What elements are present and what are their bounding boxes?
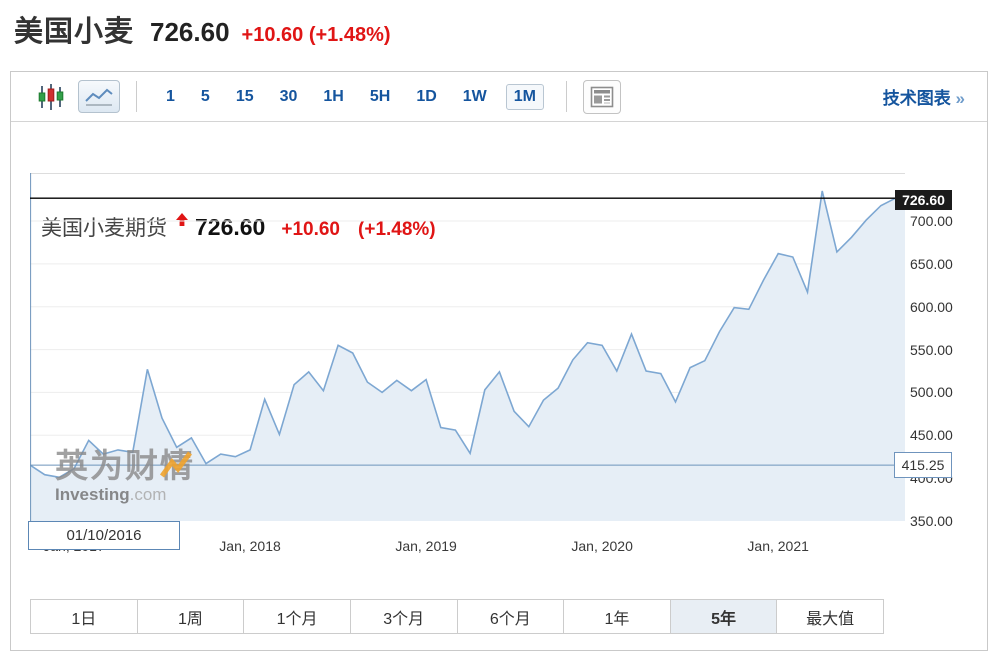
chart-header: 美国小麦期货 726.60 +10.60 (+1.48%) — [41, 212, 436, 242]
chevron-right-icon: » — [955, 89, 965, 108]
toolbar-separator — [136, 81, 137, 112]
chart-toolbar: 1 5 15 30 1H 5H 1D 1W 1M 技术图表 » — [11, 72, 987, 122]
range-button-1周[interactable]: 1周 — [137, 600, 245, 633]
interval-5[interactable]: 5 — [200, 87, 210, 105]
interval-1M[interactable]: 1M — [505, 83, 544, 110]
line-chart-icon[interactable] — [78, 80, 120, 113]
interval-list: 1 5 15 30 1H 5H 1D 1W 1M — [153, 83, 550, 110]
instrument-title: 美国小麦 — [14, 16, 135, 48]
range-button-最大值[interactable]: 最大值 — [777, 600, 883, 633]
crosshair-value-label: 415.25 — [894, 452, 952, 478]
x-tick-Jan-2021: Jan, 2021 — [747, 538, 809, 554]
chart-change-percent: (+1.48%) — [358, 219, 436, 240]
current-price-badge: 726.60 — [895, 190, 952, 210]
range-button-3个月[interactable]: 3个月 — [350, 600, 458, 633]
up-arrow-icon — [175, 213, 189, 232]
instrument-change: +10.60 (+1.48%) — [241, 24, 391, 46]
y-tick-450.00: 450.00 — [910, 427, 953, 444]
y-tick-600.00: 600.00 — [910, 298, 953, 315]
technical-chart-link[interactable]: 技术图表 » — [883, 84, 965, 109]
y-tick-650.00: 650.00 — [910, 255, 953, 272]
chart-change: +10.60 — [281, 219, 341, 240]
price-line-path — [30, 190, 905, 479]
x-tick-Jan-2018: Jan, 2018 — [219, 538, 281, 554]
interval-5H[interactable]: 5H — [369, 87, 391, 105]
range-button-5年[interactable]: 5年 — [670, 600, 778, 633]
interval-1D[interactable]: 1D — [416, 87, 437, 105]
interval-1W[interactable]: 1W — [462, 87, 487, 105]
candlestick-icon[interactable] — [37, 82, 65, 112]
page-header: 美国小麦 726.60 +10.60 (+1.48%) — [14, 8, 391, 50]
y-tick-350.00: 350.00 — [910, 513, 953, 529]
y-tick-550.00: 550.00 — [910, 341, 953, 358]
interval-1[interactable]: 1 — [166, 87, 175, 105]
chart-price: 726.60 — [195, 214, 266, 240]
area-fill — [30, 191, 905, 521]
range-selector: 1日 1周 1个月 3个月 6个月 1年 5年 最大值 — [30, 599, 884, 634]
y-tick-700.00: 700.00 — [910, 213, 953, 229]
news-icon[interactable] — [583, 79, 621, 114]
interval-1H[interactable]: 1H — [323, 87, 344, 105]
technical-chart-link-label: 技术图表 — [882, 89, 951, 108]
range-button-6个月[interactable]: 6个月 — [457, 600, 565, 633]
interval-15[interactable]: 15 — [235, 87, 254, 105]
range-button-1日[interactable]: 1日 — [31, 600, 138, 633]
toolbar-separator — [566, 81, 567, 112]
price-chart-svg — [30, 173, 905, 521]
x-tick-Jan-2019: Jan, 2019 — [395, 538, 457, 554]
range-button-1年[interactable]: 1年 — [564, 600, 671, 633]
chart-instrument-name: 美国小麦期货 — [41, 217, 167, 240]
price-plot[interactable] — [30, 173, 905, 521]
interval-30[interactable]: 30 — [279, 87, 298, 105]
range-button-1个月[interactable]: 1个月 — [244, 600, 351, 633]
y-tick-500.00: 500.00 — [910, 384, 953, 401]
instrument-price: 726.60 — [150, 17, 230, 47]
x-tick-Jan-2020: Jan, 2020 — [571, 538, 633, 554]
crosshair-date-tooltip: 01/10/2016 — [28, 521, 180, 550]
